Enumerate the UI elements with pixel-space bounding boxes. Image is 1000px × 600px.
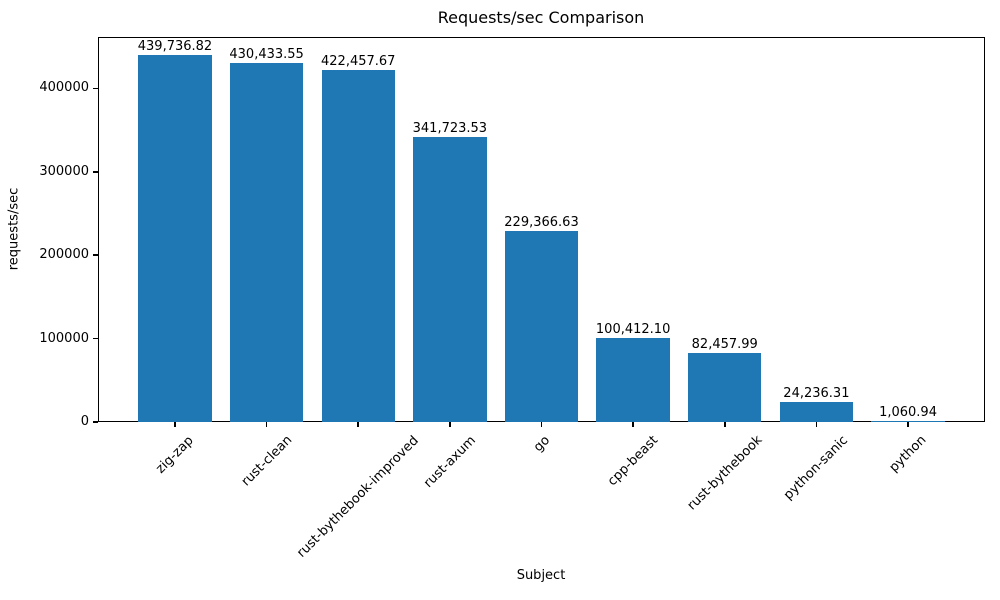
x-tick-mark	[449, 422, 451, 427]
x-tick-label: rust-bythebook-improved	[294, 432, 422, 561]
bar	[779, 401, 854, 422]
x-tick-label: python	[886, 432, 930, 476]
x-tick-label: zig-zap	[153, 432, 197, 477]
bar	[229, 63, 304, 422]
chart-title: Requests/sec Comparison	[437, 8, 645, 27]
x-tick-mark	[540, 422, 543, 427]
x-tick-label: cpp-beast	[605, 432, 662, 490]
y-tick-label: 0	[80, 414, 89, 429]
bar-value-label: 1,060.94	[879, 405, 937, 421]
y-tick-label: 400000	[39, 80, 89, 96]
x-tick-mark	[265, 422, 268, 427]
bar-value-label: 100,412.10	[595, 322, 671, 338]
bar-value-label: 430,433.55	[229, 47, 304, 63]
x-tick-label: python-sanic	[781, 433, 852, 503]
bar-value-label: 82,457.99	[691, 337, 758, 353]
y-tick-mark	[93, 254, 98, 256]
x-tick-label: rust-clean	[238, 432, 295, 490]
x-tick-mark	[357, 422, 359, 427]
x-tick-label: go	[530, 432, 553, 455]
x-tick-label: rust-axum	[420, 433, 479, 491]
x-tick-mark	[632, 422, 634, 427]
bar	[688, 353, 762, 422]
y-tick-mark	[93, 421, 98, 423]
bar-value-label: 422,457.67	[321, 53, 396, 69]
y-tick-mark	[93, 171, 98, 173]
bar-value-label: 439,736.82	[137, 39, 213, 55]
bar	[321, 69, 395, 422]
x-tick-label: rust-bythebook	[684, 432, 766, 514]
y-tick-mark	[93, 337, 98, 340]
x-tick-mark	[724, 422, 726, 427]
y-axis-label: requests/sec	[6, 187, 22, 271]
bar	[504, 230, 579, 422]
y-tick-label: 100000	[39, 330, 89, 346]
bar	[138, 55, 212, 422]
bar-value-label: 229,366.63	[504, 214, 579, 230]
bar	[871, 421, 945, 423]
x-tick-mark	[174, 422, 176, 427]
y-tick-label: 200000	[39, 247, 89, 263]
bar	[596, 338, 670, 422]
bar	[413, 137, 487, 422]
bar-value-label: 24,236.31	[783, 385, 850, 401]
bar-value-label: 341,723.53	[412, 121, 488, 137]
y-tick-mark	[93, 87, 98, 90]
y-tick-label: 300000	[39, 163, 89, 179]
x-tick-mark	[907, 422, 909, 427]
x-tick-mark	[815, 422, 818, 427]
x-axis-label: Subject	[516, 568, 566, 583]
